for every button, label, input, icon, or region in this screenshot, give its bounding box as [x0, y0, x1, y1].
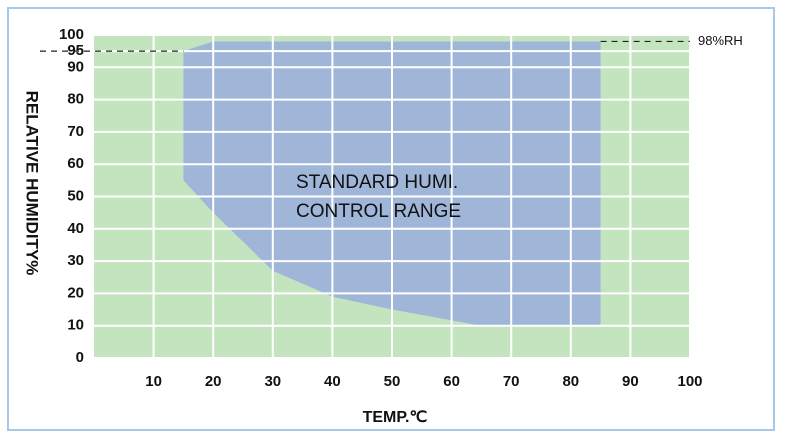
- y-tick-label: 100: [59, 26, 84, 43]
- x-tick-label: 50: [384, 373, 401, 390]
- x-tick-label: 10: [145, 373, 162, 390]
- y-tick-label: 30: [67, 252, 84, 269]
- x-tick-label: 30: [264, 373, 281, 390]
- x-tick-label: 60: [443, 373, 460, 390]
- y-tick-label: 80: [67, 91, 84, 108]
- x-tick-label: 20: [205, 373, 222, 390]
- x-tick-label: 40: [324, 373, 341, 390]
- reference-label: 98%RH: [698, 33, 743, 48]
- y-tick-label: 50: [67, 187, 84, 204]
- x-tick-label: 70: [503, 373, 520, 390]
- y-tick-label: 60: [67, 155, 84, 172]
- y-axis-label: RELATIVE HUMIDITY%: [23, 91, 42, 276]
- x-tick-label: 90: [622, 373, 639, 390]
- x-axis-label: TEMP.℃: [363, 409, 428, 426]
- y-tick-label: 0: [76, 349, 84, 366]
- annotation: STANDARD HUMI.: [296, 172, 458, 193]
- x-tick-label: 100: [677, 373, 702, 390]
- x-tick-label: 80: [562, 373, 579, 390]
- y-tick-label: 40: [67, 220, 84, 237]
- y-tick-label: 10: [67, 317, 84, 334]
- y-tick-label: 20: [67, 284, 84, 301]
- annotation: CONTROL RANGE: [296, 201, 461, 222]
- y-tick-label: 90: [67, 58, 84, 75]
- y-tick-label: 70: [67, 123, 84, 140]
